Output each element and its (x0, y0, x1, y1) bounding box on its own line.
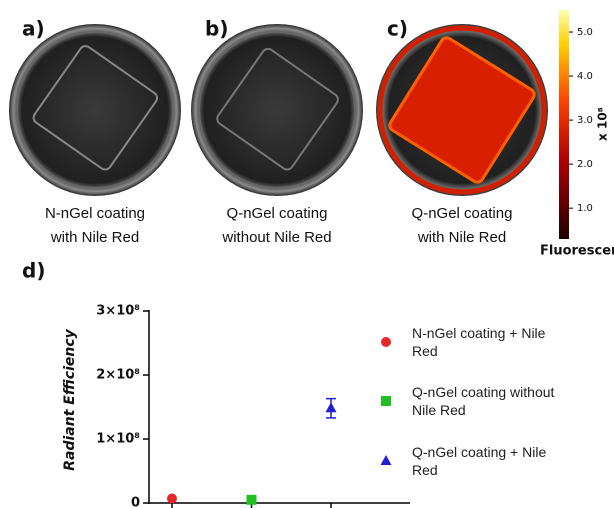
legend-entry: Q-nGel coating without Nile Red (412, 383, 562, 419)
y-tick-label: 2×10⁸ (96, 368, 140, 383)
panel-label: d) (22, 259, 45, 283)
caption: without Nile Red (221, 229, 331, 246)
colorbar-tick-label: 1.0 (577, 203, 593, 214)
dish-image (191, 24, 363, 196)
colorbar-tick-label: 4.0 (577, 71, 593, 82)
point (247, 495, 257, 505)
legend-entry: Q-nGel coating + Nile Red (412, 443, 562, 479)
point (381, 396, 391, 406)
y-tick-label: 0 (131, 496, 140, 508)
dish-image (376, 24, 548, 196)
y-tick-label: 3×10⁸ (96, 304, 140, 319)
point (167, 494, 177, 504)
point (326, 402, 337, 412)
y-axis-label: Radiant Efficiency (62, 328, 78, 470)
point (381, 337, 391, 347)
panel-label: a) (22, 17, 45, 41)
figure: x 10⁸ Fluorescence d) Radiant Efficiency… (0, 0, 614, 508)
caption: Q-nGel coating (412, 205, 513, 222)
y-tick-label: 1×10⁸ (96, 432, 140, 447)
caption: Q-nGel coating (227, 205, 328, 222)
page: x 10⁸ Fluorescence d) Radiant Efficiency… (0, 0, 614, 508)
caption: with Nile Red (417, 229, 506, 246)
panel-label: b) (205, 17, 228, 41)
colorbar (559, 10, 569, 239)
point (381, 455, 392, 465)
caption: with Nile Red (50, 229, 139, 246)
caption: N-nGel coating (45, 205, 145, 222)
colorbar-tick-label: 3.0 (577, 115, 593, 126)
panel-label: c) (387, 17, 408, 41)
colorbar-unit: x 10⁸ (596, 107, 610, 141)
legend-entry: N-nGel coating + Nile Red (412, 324, 562, 360)
colorbar-tick-label: 2.0 (577, 159, 593, 170)
colorbar-title: Fluorescence (540, 244, 614, 259)
colorbar-tick-label: 5.0 (577, 27, 593, 38)
dish-image (9, 24, 181, 196)
